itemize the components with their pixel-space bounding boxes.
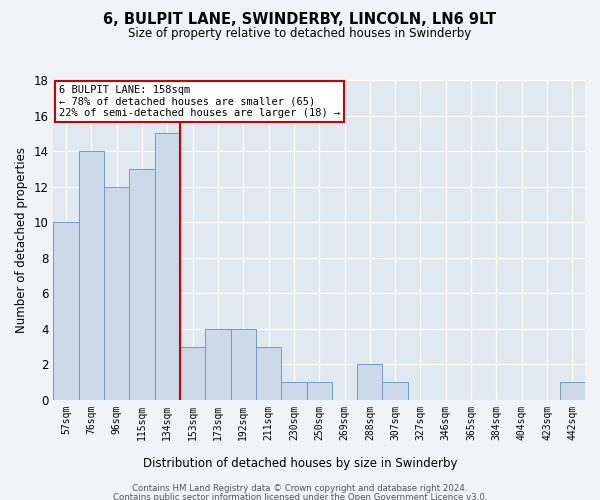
- Text: Size of property relative to detached houses in Swinderby: Size of property relative to detached ho…: [128, 28, 472, 40]
- Bar: [560, 382, 585, 400]
- Y-axis label: Number of detached properties: Number of detached properties: [15, 147, 28, 333]
- Bar: [307, 382, 332, 400]
- Text: Contains public sector information licensed under the Open Government Licence v3: Contains public sector information licen…: [113, 494, 487, 500]
- Bar: [53, 222, 79, 400]
- Bar: [104, 186, 130, 400]
- Bar: [230, 329, 256, 400]
- Text: Contains HM Land Registry data © Crown copyright and database right 2024.: Contains HM Land Registry data © Crown c…: [132, 484, 468, 493]
- Bar: [155, 134, 180, 400]
- Text: 6 BULPIT LANE: 158sqm
← 78% of detached houses are smaller (65)
22% of semi-deta: 6 BULPIT LANE: 158sqm ← 78% of detached …: [59, 85, 340, 118]
- Bar: [79, 151, 104, 400]
- Bar: [180, 346, 205, 400]
- Bar: [281, 382, 307, 400]
- Bar: [205, 329, 230, 400]
- Text: 6, BULPIT LANE, SWINDERBY, LINCOLN, LN6 9LT: 6, BULPIT LANE, SWINDERBY, LINCOLN, LN6 …: [103, 12, 497, 28]
- Text: Distribution of detached houses by size in Swinderby: Distribution of detached houses by size …: [143, 458, 457, 470]
- Bar: [130, 169, 155, 400]
- Bar: [382, 382, 408, 400]
- Bar: [357, 364, 382, 400]
- Bar: [256, 346, 281, 400]
